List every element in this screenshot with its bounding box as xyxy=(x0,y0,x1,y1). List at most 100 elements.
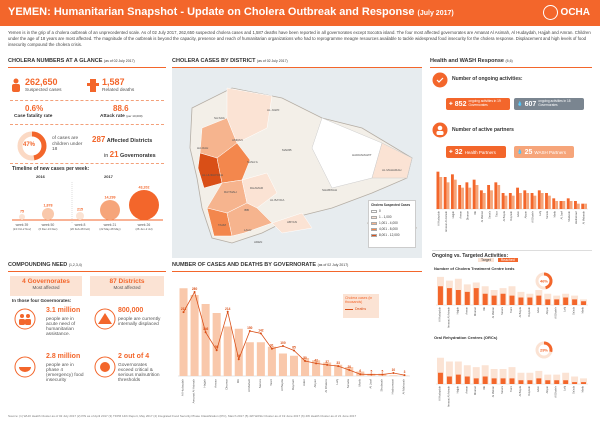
governorate-tick-label: Taizz xyxy=(269,379,273,386)
health-partners-bar xyxy=(516,187,519,209)
health-partners-bar xyxy=(552,198,556,209)
target-bar xyxy=(571,376,579,384)
divider xyxy=(10,163,164,164)
legend-row: 1,001 - 4,000 xyxy=(371,221,413,225)
target-bar xyxy=(499,369,507,384)
governorate-tick-label: Marib xyxy=(357,379,361,387)
reached-bar xyxy=(509,295,515,305)
partners-icon xyxy=(432,122,448,138)
timeline-bubble xyxy=(100,200,120,220)
reached-bar xyxy=(545,299,551,305)
health-partners-bar xyxy=(487,185,491,209)
deaths-data-label: 5 xyxy=(370,370,372,374)
governorate-tick-label: Hajjah xyxy=(455,306,459,314)
legend-row: 1 - 1,000 xyxy=(371,215,413,219)
reached-bar xyxy=(581,301,586,305)
nutrition-icon xyxy=(94,356,116,378)
targets-title: Ongoing vs. Targeted Activities: xyxy=(432,250,592,259)
target-bar xyxy=(562,372,570,384)
governorate-tick-label: Hadramawt xyxy=(574,211,578,225)
map-place-label: DHAMAR xyxy=(250,186,264,190)
deaths-data-label: 86 xyxy=(215,345,219,349)
deaths-point xyxy=(370,373,373,376)
governorate-tick-label: Al Dhale'e xyxy=(324,379,328,393)
timeline-week-label: week 39 (24 Oct-2 Nov) xyxy=(12,223,32,231)
pct-label: 29% xyxy=(540,348,548,353)
stat1-value: 3.1 million xyxy=(46,307,81,314)
children-label: of cases are children under 18 xyxy=(52,136,83,152)
timeline-bubble xyxy=(129,190,159,220)
orc-chart: Al Hudaydah Amanat Al Asimah Hajjah Amran Dh… xyxy=(436,341,588,407)
governorate-tick-label: Al Mahwit xyxy=(247,379,251,392)
deaths-data-label: 10 xyxy=(392,368,396,372)
deaths-data-label: 85 xyxy=(292,346,296,350)
health-partners-bar xyxy=(450,174,454,209)
map-place-label: ADEN xyxy=(254,240,263,244)
wash-partners-bar xyxy=(453,179,457,209)
governorate-tick-label: Al Jawf xyxy=(368,379,372,389)
deaths-point xyxy=(226,310,229,313)
affected-governorates: in 21 Governorates xyxy=(104,150,156,159)
map-place-label: TAIZZ xyxy=(218,223,227,227)
reached-bar xyxy=(563,297,569,305)
timeline-bubble xyxy=(76,212,84,220)
deaths-data-label: 6 xyxy=(359,369,361,373)
governorate-tick-label: Al Bayda xyxy=(518,385,522,396)
deaths-point xyxy=(392,372,395,374)
suspected-cases-value: 262,650 xyxy=(25,77,58,87)
reached-bar xyxy=(563,380,569,384)
timeline-value: 1,878 xyxy=(44,204,53,208)
cases-bar xyxy=(267,346,276,376)
reached-bar xyxy=(536,378,542,384)
governorate-tick-label: Aden xyxy=(302,379,306,386)
wash-partners-bar xyxy=(511,195,515,209)
wash-partners-bar xyxy=(518,193,522,209)
governorate-tick-label: Taizz xyxy=(509,385,513,392)
governorate-tick-label: Raymah xyxy=(509,210,513,220)
governorates-box: 4 Governorates Most affected xyxy=(10,276,82,296)
deaths-data-label: 3 xyxy=(404,370,406,374)
governorate-tick-label: Raymah xyxy=(527,306,531,316)
governorate-tick-label: Dhamar xyxy=(225,379,229,390)
divider xyxy=(10,124,164,125)
timeline-value: 14,299 xyxy=(105,196,116,200)
cases-bar xyxy=(301,358,310,376)
deaths-data-label: 150 xyxy=(247,326,253,330)
reached-bar xyxy=(464,376,470,384)
reached-bar xyxy=(491,378,497,384)
legend-row: 4,001 - 8,000 xyxy=(371,227,413,231)
governorate-tick-label: Raymah xyxy=(291,379,295,391)
deaths-point xyxy=(281,345,284,347)
cfr-value: 0.6% xyxy=(25,104,44,113)
deaths-line-swatch xyxy=(345,308,353,310)
deaths-label: Related deaths xyxy=(102,88,135,93)
numbers-section-header: CHOLERA NUMBERS AT A GLANCE (as of 02 Ju… xyxy=(8,58,166,68)
deaths-point xyxy=(270,347,273,350)
governorate-tick-label: Hajjah xyxy=(455,385,459,393)
attack-rate-value: 88.6 xyxy=(113,104,129,113)
target-bar xyxy=(463,365,471,384)
deaths-data-label: 50 xyxy=(303,356,307,360)
cholera-map[interactable]: SA'ADA AL JAWF AMRAN HAJJAH SANA'A MARIB AL HU… xyxy=(172,68,422,258)
stat3-value: 2.8 million xyxy=(46,353,81,360)
children-pct: 47% xyxy=(23,142,36,148)
stat4-value: 2 out of 4 xyxy=(118,353,150,360)
reached-bar xyxy=(545,380,551,384)
stat1-text: people are in acute need of humanitarian… xyxy=(46,317,76,337)
deaths-data-label: 142 xyxy=(258,328,264,332)
reached-bar xyxy=(572,382,578,384)
map-place-label: AL HUDAYDAH xyxy=(202,173,224,177)
governorate-tick-label: Abyan xyxy=(545,385,549,393)
legend-swatch xyxy=(371,233,377,237)
governorate-tick-label: Sana'a xyxy=(487,210,491,219)
reached-bar xyxy=(572,299,578,305)
wash-partners-bar xyxy=(562,201,566,209)
wash-partners-bar xyxy=(526,193,530,209)
governorate-tick-label: Al Hudaydah xyxy=(437,385,441,400)
target-bar xyxy=(526,372,534,384)
governorate-tick-label: Sa'ada xyxy=(572,385,576,394)
deaths-point xyxy=(204,331,207,334)
target-bar xyxy=(472,367,480,384)
governorate-tick-label: Amran xyxy=(464,306,468,314)
governorate-tick-label: Dhamar xyxy=(466,211,470,220)
